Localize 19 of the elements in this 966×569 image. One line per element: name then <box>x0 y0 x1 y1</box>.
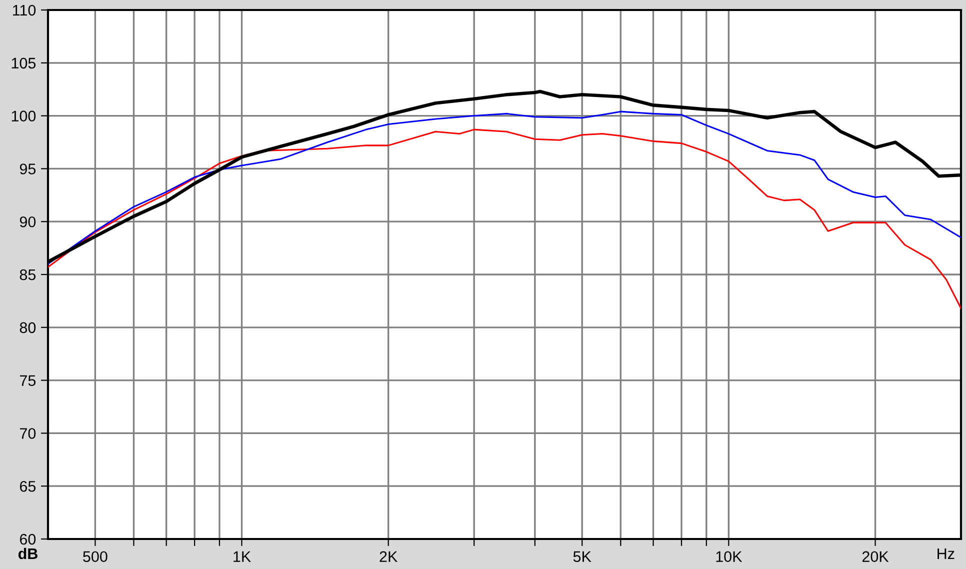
y-tick-label: 65 <box>20 480 36 492</box>
y-tick-label: 100 <box>12 110 36 122</box>
y-tick-label: 80 <box>20 322 36 334</box>
y-tick-label: 95 <box>20 164 36 174</box>
y-tick-label: 110 <box>13 4 36 16</box>
y-tick-label: 105 <box>12 58 36 69</box>
x-tick-label: 1K <box>234 551 251 562</box>
x-tick-label: 10K <box>716 551 742 562</box>
x-axis-title: Hz <box>938 548 954 559</box>
x-tick-label: 2K <box>380 551 398 562</box>
y-tick-label: 85 <box>20 269 36 280</box>
x-tick-label: 20K <box>862 551 889 562</box>
y-tick-label: 90 <box>20 216 36 228</box>
y-tick-label: 60 <box>20 534 36 545</box>
y-tick-label: 75 <box>20 375 36 386</box>
y-axis-title: dB <box>18 548 38 560</box>
x-tick-label: 5K <box>573 551 592 562</box>
y-tick-label: 70 <box>20 428 36 439</box>
x-tick-label: 500 <box>83 551 108 562</box>
